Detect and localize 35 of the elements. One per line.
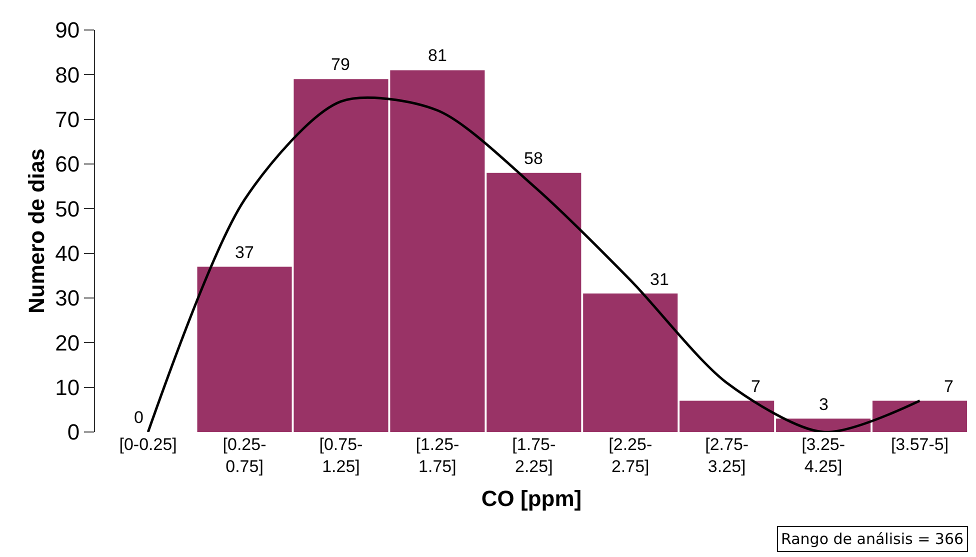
y-tick-label: 90 (55, 18, 80, 43)
data-label: 79 (331, 55, 350, 74)
y-tick-label: 50 (55, 196, 80, 222)
x-tick-label: [2.75-3.25] (705, 435, 749, 476)
text: Rango de análisis = 366 (781, 530, 964, 548)
y-tick-label: 70 (55, 107, 80, 132)
data-label: 81 (428, 46, 447, 65)
y-tick-label: 60 (55, 152, 80, 177)
y-tick-label: 0 (67, 420, 80, 445)
data-label: 7 (751, 377, 760, 396)
bar (583, 294, 678, 432)
y-tick-label: 40 (55, 241, 80, 266)
y-tick-label: 10 (55, 375, 80, 400)
data-label: 31 (650, 270, 669, 289)
y-tick-label: 20 (55, 330, 80, 356)
bar (680, 400, 774, 432)
x-tick-label: [0-0.25] (119, 435, 177, 454)
data-label: 0 (134, 408, 144, 427)
x-axis-title: CO [ppm] (481, 486, 582, 511)
x-tick-label: [2.25-2.75] (608, 435, 652, 476)
x-tick-label: [3.25-4.25] (802, 435, 846, 476)
y-tick-label: 80 (55, 62, 80, 88)
x-tick-label: [0.75-1.25] (319, 435, 363, 476)
x-tick-label: [0.25-0.75] (222, 435, 266, 476)
data-label: 58 (524, 149, 543, 168)
x-tick-label: [1.75-2.25] (512, 435, 556, 476)
data-label: 7 (944, 377, 954, 396)
bar (486, 172, 582, 432)
x-tick-label: [1.25-1.75] (416, 435, 460, 476)
bar (872, 400, 968, 432)
x-tick-label: [3.57-5] (890, 435, 949, 454)
data-label: 37 (235, 243, 254, 262)
data-label: 3 (819, 395, 828, 414)
y-axis-title: Numero de dias (24, 148, 49, 314)
y-tick-label: 30 (55, 286, 80, 311)
